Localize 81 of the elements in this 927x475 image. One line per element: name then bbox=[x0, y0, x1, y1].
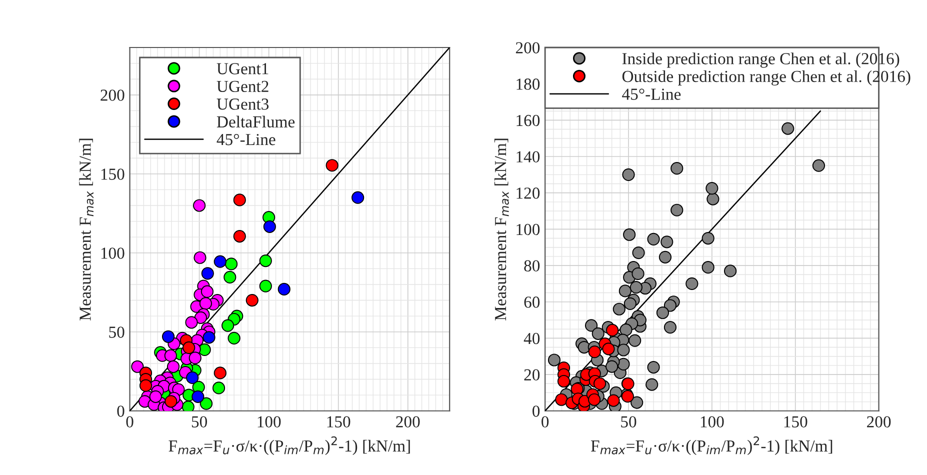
y-tick-label: 40 bbox=[524, 332, 540, 344]
point bbox=[233, 230, 246, 243]
legend-label: UGent2 bbox=[216, 80, 268, 92]
y-tick-label: 150 bbox=[101, 168, 124, 180]
point bbox=[588, 346, 601, 358]
point bbox=[182, 400, 194, 411]
x-tick-label: 50 bbox=[621, 416, 636, 428]
y-tick-label: 20 bbox=[524, 369, 540, 380]
point bbox=[228, 332, 240, 344]
point bbox=[326, 159, 338, 172]
point bbox=[199, 297, 212, 310]
x-tick-label: 150 bbox=[327, 416, 350, 428]
point bbox=[278, 282, 290, 296]
point bbox=[224, 270, 236, 284]
point bbox=[193, 199, 206, 212]
x-tick-label: 100 bbox=[700, 416, 724, 428]
point bbox=[200, 285, 214, 298]
point bbox=[212, 382, 226, 394]
point bbox=[222, 319, 234, 332]
y-axis-title: Measurement F$_{max}$ [kN/m] bbox=[79, 138, 94, 320]
y-tick-label: 60 bbox=[524, 296, 540, 308]
y-tick-label: 0 bbox=[117, 406, 124, 417]
point bbox=[246, 294, 258, 307]
y-tick-label: 160 bbox=[516, 114, 540, 126]
y-tick-label: 100 bbox=[516, 224, 540, 236]
x-tick-label: 200 bbox=[867, 416, 891, 428]
y-tick-label: 100 bbox=[101, 248, 124, 259]
y-tick-label: 200 bbox=[100, 90, 124, 101]
y-tick-label: 200 bbox=[516, 42, 540, 54]
point bbox=[164, 349, 177, 362]
point bbox=[214, 255, 226, 268]
point bbox=[194, 311, 207, 324]
point bbox=[194, 251, 206, 264]
point bbox=[259, 254, 272, 268]
point bbox=[192, 390, 204, 403]
point bbox=[185, 316, 198, 329]
point bbox=[607, 394, 620, 407]
legend-label: 45°-Line bbox=[216, 134, 276, 146]
point bbox=[201, 267, 214, 280]
legend-label: UGent3 bbox=[216, 98, 269, 110]
point bbox=[224, 258, 238, 270]
point bbox=[259, 280, 272, 292]
text: F$_{max}$=F$_{u}$·σ/κ·((P$_{im}$/P$_{m}$)$^{2}$-1) [kN/m] bbox=[168, 436, 410, 455]
x-tick-label: 150 bbox=[784, 416, 808, 428]
x-tick-label: 50 bbox=[192, 416, 208, 428]
point bbox=[202, 331, 216, 344]
point bbox=[233, 194, 246, 206]
legend-label: DeltaFlume bbox=[216, 116, 295, 128]
y-tick-label: 180 bbox=[516, 78, 540, 90]
y-tick-label: 0 bbox=[532, 406, 540, 417]
x-tick-label: 0 bbox=[126, 416, 134, 428]
point bbox=[263, 220, 276, 233]
point bbox=[588, 393, 601, 406]
x-tick-label: 0 bbox=[542, 416, 549, 428]
point bbox=[200, 397, 213, 410]
point bbox=[188, 352, 202, 364]
legend-label: 45°-Line bbox=[622, 88, 681, 100]
point bbox=[167, 360, 180, 373]
point bbox=[594, 377, 606, 390]
point bbox=[352, 191, 364, 204]
text: F$_{max}$=F$_{u}$·σ/κ·((P$_{im}$/P$_{m}$)$^{2}$-1) [kN/m] bbox=[591, 436, 832, 455]
point bbox=[131, 360, 144, 373]
point bbox=[555, 393, 568, 406]
point bbox=[162, 330, 175, 343]
point bbox=[557, 374, 570, 388]
x-tick-label: 100 bbox=[258, 416, 281, 428]
y-tick-label: 120 bbox=[516, 188, 540, 199]
point bbox=[214, 366, 226, 380]
x-tick-label: 200 bbox=[396, 416, 420, 428]
y-tick-label: 80 bbox=[524, 260, 540, 272]
point bbox=[139, 379, 152, 392]
point bbox=[186, 371, 199, 384]
y-tick-label: 140 bbox=[516, 151, 540, 162]
y-tick-label: 50 bbox=[109, 326, 124, 338]
legend-label: UGent1 bbox=[216, 63, 268, 74]
y-axis-title: Measurement F$_{max}$ [kN/m] bbox=[494, 138, 509, 320]
point bbox=[602, 342, 615, 356]
point bbox=[182, 341, 196, 354]
point bbox=[606, 324, 619, 336]
point bbox=[164, 395, 178, 408]
point bbox=[149, 390, 162, 403]
